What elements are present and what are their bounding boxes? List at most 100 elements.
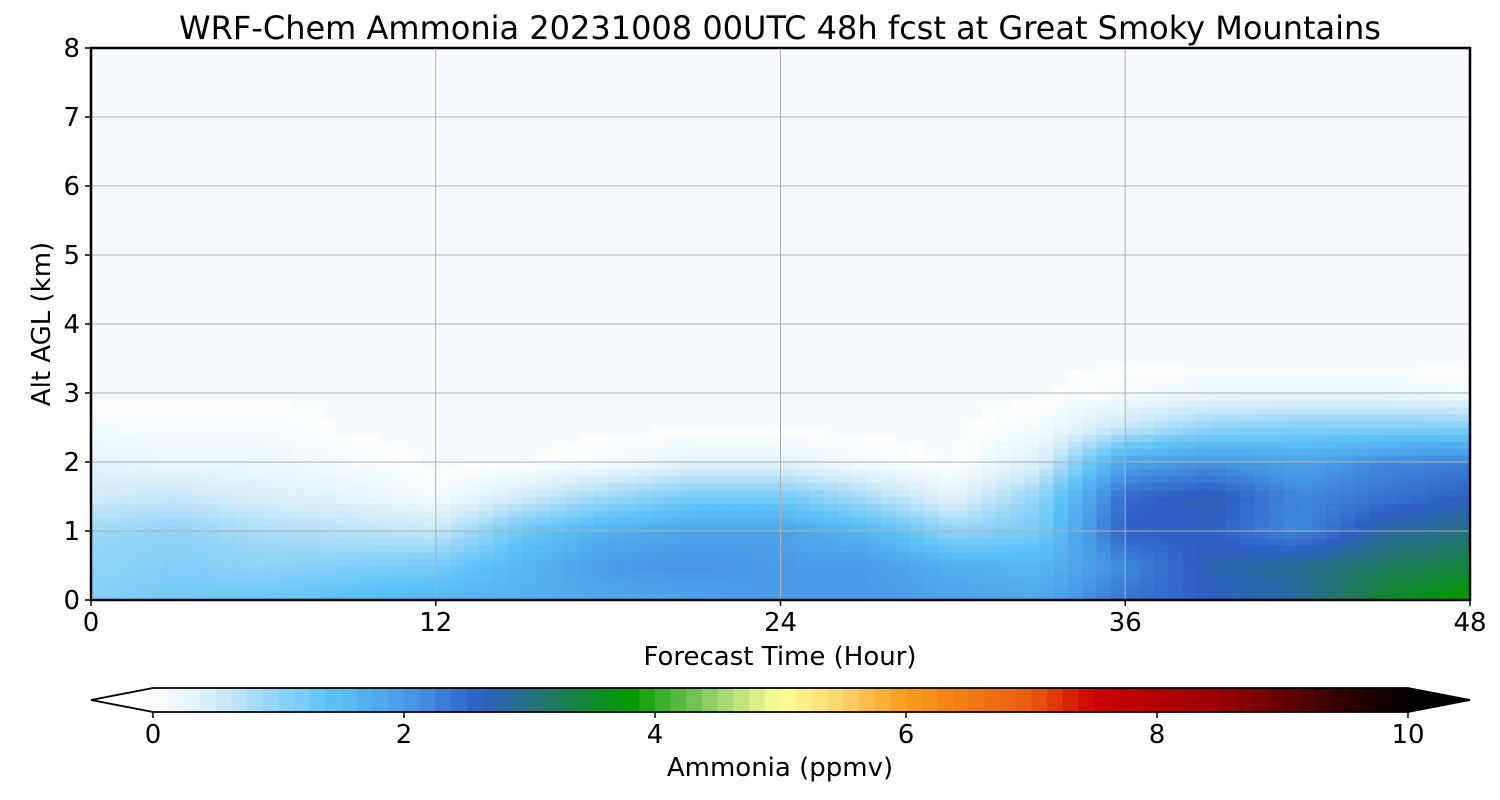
heatmap-cell [1125,413,1141,422]
heatmap-cell [1125,427,1141,435]
heatmap-cell [119,517,135,525]
heatmap-cell [421,468,437,477]
colorbar-segment [1298,688,1315,712]
heatmap-cell [1311,468,1327,477]
heatmap-cell [895,475,911,484]
heatmap-cell [205,565,221,573]
heatmap-cell [924,531,940,539]
heatmap-cell [1340,386,1356,394]
heatmap-cell [292,406,308,415]
heatmap-cell [708,558,724,567]
heatmap-cell [952,482,968,491]
heatmap-cell [852,482,868,491]
heatmap-cell [1053,503,1069,511]
heatmap-cell [1398,441,1414,449]
heatmap-cell [1268,427,1284,435]
heatmap-cell [651,537,667,546]
heatmap-cell [91,503,106,511]
heatmap-cell [1369,503,1385,511]
colorbar-segment [670,688,687,712]
heatmap-cell [277,524,293,532]
heatmap-cell [1412,572,1428,580]
heatmap-cell [1067,558,1083,567]
heatmap-cell [565,475,580,484]
heatmap-cell [119,572,135,580]
heatmap-cell [119,448,135,456]
heatmap-cell [1053,482,1069,491]
heatmap-cell [234,558,250,567]
heatmap-cell [679,427,695,435]
heatmap-cell [478,593,494,601]
heatmap-cell [507,544,523,553]
heatmap-cell [177,510,193,518]
heatmap-cell [205,413,221,422]
heatmap-cell [407,565,422,573]
heatmap-cell [608,524,624,532]
heatmap-cell [1139,455,1155,463]
heatmap-cell [292,482,308,491]
x-tick-label: 12 [419,608,452,638]
heatmap-cell [91,531,106,539]
heatmap-cell [1355,427,1371,435]
heatmap-cell [234,503,250,511]
heatmap-cell [952,579,968,587]
heatmap-cell [162,434,178,442]
heatmap-cell [392,489,408,498]
heatmap-cell [651,475,667,484]
heatmap-cell [794,482,810,491]
heatmap-cell [205,510,221,518]
heatmap-cell [1240,524,1256,532]
heatmap-cell [766,537,782,546]
heatmap-cell [536,531,552,539]
heatmap-cell [1426,448,1442,456]
heatmap-cell [1340,531,1356,539]
heatmap-cell [1153,558,1169,567]
heatmap-cell [809,558,825,567]
heatmap-cell [679,517,695,525]
heatmap-cell [1398,434,1414,442]
heatmap-cell [148,441,164,449]
heatmap-cell [249,537,264,546]
heatmap-cell [1240,399,1256,408]
heatmap-cell [550,496,566,504]
heatmap-cell [1197,386,1213,394]
x-tick-label: 24 [764,608,797,638]
heatmap-cell [952,558,968,567]
heatmap-cell [1225,413,1241,422]
heatmap-cell [1283,365,1299,373]
heatmap-cell [421,593,437,601]
heatmap-cell [349,537,365,546]
heatmap-cell [1441,427,1457,435]
heatmap-cell [234,537,250,546]
heatmap-cell [1254,544,1270,553]
heatmap-cell [1153,372,1169,380]
heatmap-cell [622,496,638,504]
heatmap-cell [91,482,106,491]
heatmap-cell [1398,510,1414,518]
heatmap-cell [1125,365,1141,373]
heatmap-cell [737,462,753,470]
heatmap-cell [392,482,408,491]
heatmap-cell [981,462,997,470]
heatmap-cell [119,420,135,429]
heatmap-cell [679,462,695,470]
heatmap-cell [363,558,379,567]
heatmap-cell [521,551,537,560]
heatmap-cell [1268,565,1284,573]
heatmap-cell [608,503,624,511]
heatmap-cell [608,448,624,456]
heatmap-cell [320,586,336,594]
heatmap-cell [1067,544,1083,553]
heatmap-cell [1039,565,1055,573]
heatmap-cell [507,572,523,580]
heatmap-cell [938,558,954,567]
heatmap-cell [1254,406,1270,415]
heatmap-cell [464,544,480,553]
heatmap-cell [1297,455,1313,463]
heatmap-cell [852,475,868,484]
heatmap-cell [450,544,466,553]
heatmap-cell [852,434,868,442]
heatmap-cell [191,427,207,435]
heatmap-cell [1182,496,1198,504]
heatmap-cell [1182,434,1198,442]
